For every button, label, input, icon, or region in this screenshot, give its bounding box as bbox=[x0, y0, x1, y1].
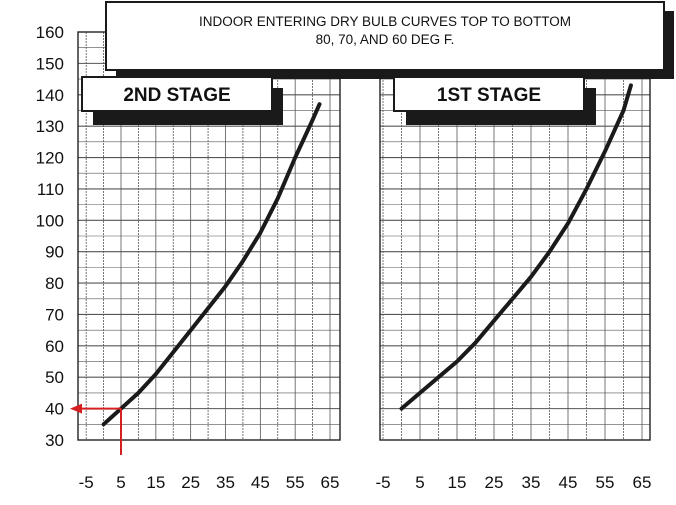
x-tick-label: 25 bbox=[181, 473, 200, 492]
label-2nd-stage-frame bbox=[81, 76, 273, 112]
x-axis-ticks-right: -5 5 15 25 35 45 55 65 bbox=[375, 473, 651, 492]
x-tick-label: 35 bbox=[522, 473, 541, 492]
x-tick-label: 35 bbox=[216, 473, 235, 492]
x-tick-label: 25 bbox=[485, 473, 504, 492]
x-tick-label: 45 bbox=[559, 473, 578, 492]
y-tick-label: 90 bbox=[45, 243, 64, 262]
annotation-arrowhead bbox=[70, 403, 82, 414]
title-line-1: INDOOR ENTERING DRY BULB CURVES TOP TO B… bbox=[199, 14, 571, 29]
y-tick-label: 140 bbox=[36, 86, 64, 105]
y-tick-label: 130 bbox=[36, 117, 64, 136]
label-2nd-stage: 2ND STAGE bbox=[81, 76, 283, 125]
annotation-lookup bbox=[70, 403, 122, 455]
y-tick-label: 50 bbox=[45, 368, 64, 387]
x-tick-label: 15 bbox=[448, 473, 467, 492]
x-tick-label: 45 bbox=[251, 473, 270, 492]
x-axis-ticks-left: -5 5 15 25 35 45 55 65 bbox=[79, 473, 340, 492]
x-tick-label: 5 bbox=[415, 473, 424, 492]
y-tick-label: 150 bbox=[36, 54, 64, 73]
y-tick-label: 100 bbox=[36, 211, 64, 230]
y-axis-ticks: 160 150 140 130 120 110 100 90 80 70 60 50 40 30 bbox=[36, 23, 64, 450]
label-2nd-stage-text: 2ND STAGE bbox=[123, 85, 230, 106]
y-tick-label: 160 bbox=[36, 23, 64, 42]
title-line-2: 80, 70, AND 60 DEG F. bbox=[316, 32, 455, 47]
y-tick-label: 80 bbox=[45, 274, 64, 293]
x-tick-label: -5 bbox=[79, 473, 94, 492]
label-1st-stage-frame bbox=[393, 76, 585, 112]
x-tick-label: -5 bbox=[375, 473, 390, 492]
y-tick-label: 120 bbox=[36, 149, 64, 168]
y-tick-label: 60 bbox=[45, 337, 64, 356]
y-tick-label: 30 bbox=[45, 431, 64, 450]
x-tick-label: 55 bbox=[596, 473, 615, 492]
x-tick-label: 65 bbox=[321, 473, 340, 492]
x-tick-label: 55 bbox=[286, 473, 305, 492]
title-box: INDOOR ENTERING DRY BULB CURVES TOP TO B… bbox=[105, 1, 674, 79]
x-tick-label: 15 bbox=[146, 473, 165, 492]
series-line-2nd-stage bbox=[101, 102, 322, 427]
title-frame bbox=[105, 1, 665, 71]
y-tick-label: 40 bbox=[45, 400, 64, 419]
label-1st-stage: 1ST STAGE bbox=[393, 76, 596, 125]
series-line-1st-stage bbox=[399, 83, 633, 411]
y-tick-label: 70 bbox=[45, 305, 64, 324]
x-tick-label: 65 bbox=[633, 473, 652, 492]
label-1st-stage-text: 1ST STAGE bbox=[437, 85, 541, 106]
x-tick-label: 5 bbox=[116, 473, 125, 492]
y-tick-label: 110 bbox=[37, 180, 64, 199]
